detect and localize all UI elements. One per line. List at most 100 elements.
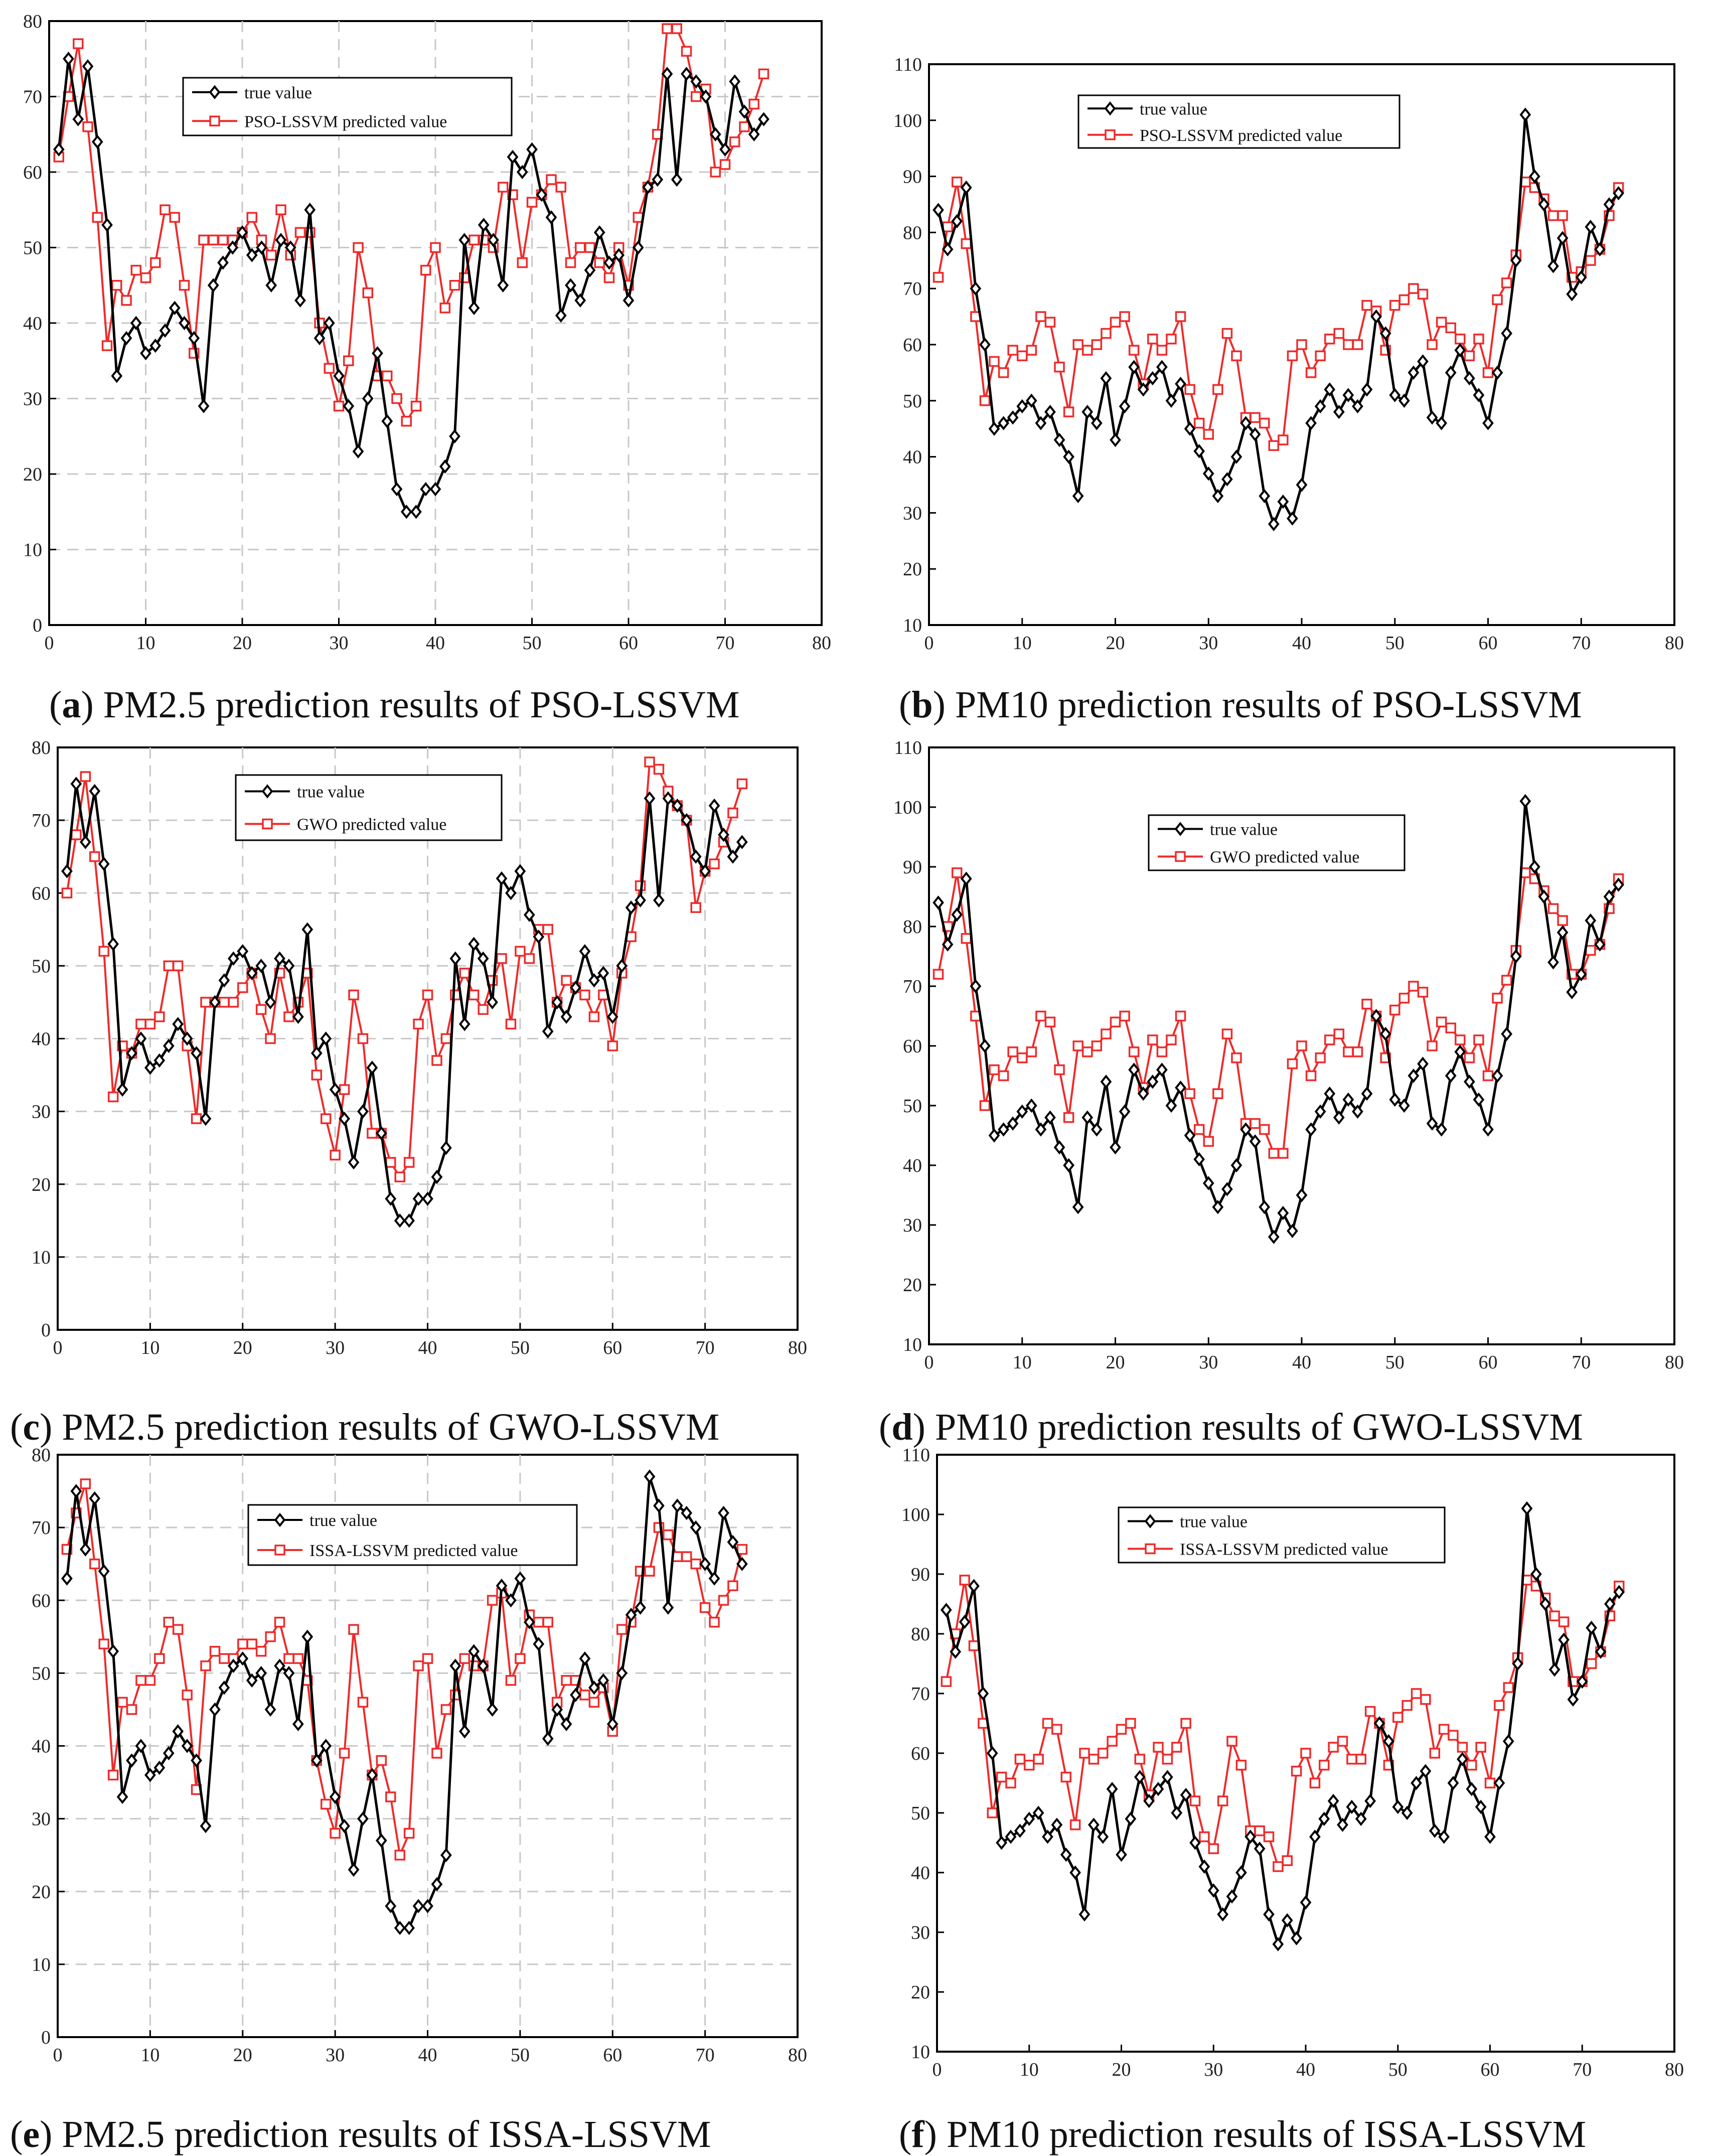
predicted-value-point — [1082, 1046, 1093, 1057]
y-tick-label: 90 — [903, 857, 922, 878]
true-value-point — [1023, 1811, 1035, 1826]
predicted-value-point — [607, 1040, 618, 1051]
true-value-point — [320, 1739, 332, 1753]
true-value-point — [1007, 1116, 1019, 1131]
x-tick-label: 30 — [326, 2045, 345, 2066]
x-tick-label: 20 — [1106, 633, 1125, 654]
x-tick-label: 0 — [53, 2045, 63, 2066]
predicted-value-point — [515, 946, 526, 957]
true-value-point — [1119, 1104, 1131, 1119]
true-value-point — [477, 951, 489, 966]
true-value-point — [1305, 416, 1317, 430]
true-value-point — [1538, 197, 1550, 212]
y-tick-label: 30 — [903, 503, 922, 524]
predicted-value-point — [1300, 1748, 1311, 1759]
predicted-value-point — [98, 946, 109, 957]
true-value-point — [120, 331, 132, 346]
predicted-value-point — [1287, 350, 1298, 362]
predicted-value-point — [1448, 1730, 1459, 1741]
predicted-value-point — [718, 1595, 729, 1606]
legend: true value GWO predicted value — [235, 774, 503, 841]
predicted-value-point — [1324, 1034, 1335, 1045]
true-value-point — [1245, 1829, 1257, 1844]
predicted-value-point — [1268, 440, 1280, 451]
y-tick-label: 10 — [911, 2042, 930, 2063]
true-value-point — [116, 1789, 128, 1804]
predicted-value-point — [101, 340, 113, 351]
predicted-value-point — [182, 1689, 193, 1701]
predicted-value-point — [998, 367, 1009, 378]
true-value-point — [1603, 197, 1615, 212]
predicted-value-point — [266, 249, 277, 261]
true-value-point — [579, 944, 591, 959]
predicted-value-point — [1337, 1736, 1348, 1747]
true-value-point — [661, 67, 673, 81]
x-tick-label: 80 — [788, 1337, 807, 1358]
predicted-value-point — [1346, 1754, 1357, 1765]
predicted-value-point — [333, 400, 345, 412]
true-value-point — [942, 937, 954, 952]
true-value-point — [1548, 1662, 1561, 1677]
true-value-point — [163, 1746, 175, 1761]
predicted-value-point — [1088, 1754, 1100, 1765]
true-value-point — [1454, 343, 1466, 358]
true-value-point — [264, 1702, 276, 1717]
predicted-value-point — [80, 1478, 91, 1489]
legend-swatch-marker — [1144, 1514, 1156, 1528]
predicted-value-point — [1398, 993, 1410, 1004]
true-value-point — [700, 89, 712, 104]
true-value-point — [1510, 253, 1522, 268]
predicted-value-point — [561, 975, 572, 986]
predicted-value-point — [1171, 1742, 1182, 1753]
predicted-value-point — [219, 1653, 230, 1664]
true-value-point — [1613, 1585, 1625, 1599]
predicted-value-point — [140, 272, 151, 283]
predicted-value-point — [1153, 1742, 1164, 1753]
true-value-point — [339, 1111, 350, 1126]
predicted-value-point — [1557, 210, 1568, 221]
predicted-value-point — [82, 121, 93, 132]
true-value-point — [708, 798, 720, 813]
true-value-point — [1519, 794, 1531, 809]
true-value-point — [1521, 1501, 1533, 1516]
true-value-point — [979, 1038, 991, 1053]
predicted-value-point — [385, 1157, 396, 1168]
predicted-value-point — [1250, 412, 1261, 423]
true-value-point — [1230, 449, 1242, 464]
predicted-value-point — [961, 933, 972, 944]
true-value-point — [1110, 1140, 1121, 1155]
predicted-value-point — [1235, 1760, 1247, 1771]
true-value-point — [1032, 1805, 1044, 1820]
legend: true value PSO-LSSVM predicted value — [1077, 94, 1401, 149]
x-tick-label: 80 — [1665, 2059, 1684, 2080]
predicted-value-point — [681, 46, 692, 57]
predicted-value-point — [736, 778, 748, 790]
caption-paren: ) — [924, 2113, 937, 2155]
true-value-point — [690, 74, 702, 89]
legend-label: true value — [1140, 100, 1207, 118]
predicted-value-point — [561, 1675, 572, 1686]
predicted-value-point — [1361, 299, 1372, 311]
true-value-point — [385, 1191, 397, 1206]
true-value-point — [70, 1484, 82, 1498]
true-value-point — [422, 1191, 433, 1206]
true-value-point — [1529, 169, 1540, 184]
y-tick-label: 50 — [32, 1663, 51, 1684]
y-tick-label: 10 — [32, 1247, 51, 1268]
predicted-value-point — [1226, 1736, 1237, 1747]
true-value-point — [256, 240, 267, 255]
true-value-point — [191, 1046, 202, 1060]
true-value-point — [1007, 410, 1019, 425]
true-value-point — [431, 1170, 443, 1184]
predicted-value-point — [1044, 317, 1056, 328]
true-value-point — [1355, 1811, 1367, 1826]
true-value-point — [172, 1017, 184, 1031]
y-tick-label: 50 — [32, 956, 51, 977]
x-tick-label: 20 — [1106, 1352, 1125, 1373]
true-value-point — [101, 218, 113, 232]
predicted-value-point — [1221, 328, 1233, 339]
y-tick-label: 110 — [894, 54, 922, 75]
true-value-point — [329, 1789, 341, 1804]
true-value-point — [1305, 1122, 1317, 1137]
predicted-value-point — [1263, 1831, 1275, 1842]
